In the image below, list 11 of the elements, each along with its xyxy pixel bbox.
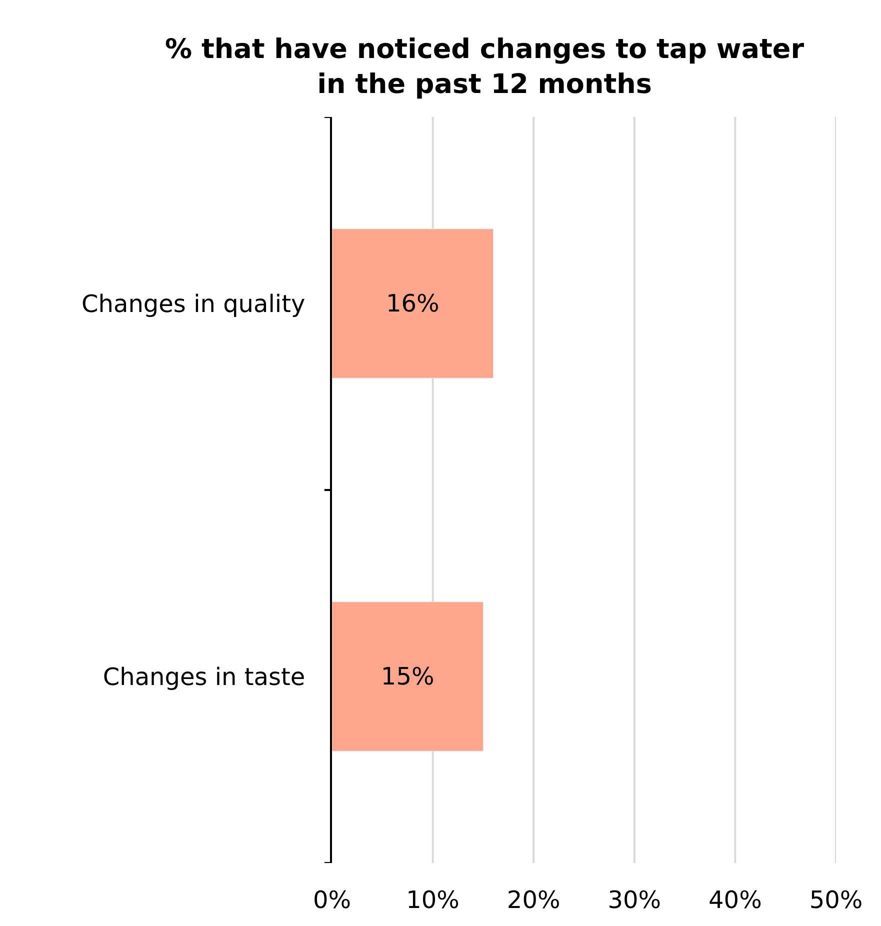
x-tick-label: 30% <box>608 886 662 914</box>
x-tick-label: 40% <box>708 886 762 914</box>
chart-title: % that have noticed changes to tap water in the past 12 months <box>165 34 805 100</box>
y-tick-label: Changes in taste <box>102 662 306 691</box>
x-tick-label: 50% <box>809 886 863 914</box>
x-tick-label: 10% <box>406 886 460 914</box>
data-label: 16% <box>386 290 440 318</box>
x-tick-label: 20% <box>506 886 560 914</box>
x-tick-label: 0% <box>312 886 352 914</box>
y-tick-label: Changes in quality <box>82 290 306 318</box>
data-label: 15% <box>380 662 434 690</box>
